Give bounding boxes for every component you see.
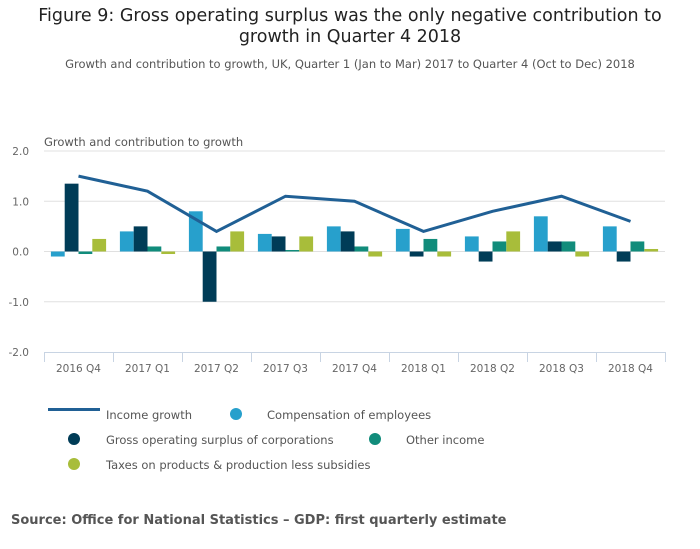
bar-other-income bbox=[492, 241, 507, 252]
y-tick-label: 1.0 bbox=[12, 196, 29, 208]
bar-compensation-of-employees bbox=[602, 226, 617, 252]
chart-plot: Growth and contribution to growth 2.0 1.0… bbox=[9, 135, 666, 375]
bar-other-income bbox=[423, 238, 438, 252]
bar-compensation-of-employees bbox=[533, 216, 548, 252]
legend-item-compensation[interactable] bbox=[230, 408, 242, 420]
bar-other-income bbox=[354, 246, 369, 252]
legend-dot-icon bbox=[230, 408, 242, 420]
bar-taxes-on-products-production-less-subsidies bbox=[368, 251, 383, 257]
bar-taxes-on-products-production-less-subsidies bbox=[92, 238, 107, 252]
legend-dot-icon bbox=[68, 433, 80, 445]
x-tick-label: 2017 Q3 bbox=[263, 363, 308, 375]
bar-compensation-of-employees bbox=[50, 251, 65, 257]
legend-label-income-growth: Income growth bbox=[106, 408, 192, 422]
x-tick-label: 2017 Q4 bbox=[332, 363, 377, 375]
y-tick-label: -2.0 bbox=[9, 347, 30, 359]
bar-other-income bbox=[630, 241, 645, 252]
x-tick-label: 2017 Q1 bbox=[125, 363, 170, 375]
y-tick-label: -1.0 bbox=[9, 297, 30, 309]
source-note: Source: Office for National Statistics –… bbox=[11, 513, 507, 528]
x-tick-label: 2018 Q2 bbox=[470, 363, 515, 375]
legend-label-gross-operating-surplus: Gross operating surplus of corporations bbox=[106, 433, 334, 447]
chart-title: Figure 9: Gross operating surplus was th… bbox=[0, 6, 700, 48]
bar-other-income bbox=[78, 251, 93, 255]
legend: Income growth Compensation of employees … bbox=[0, 402, 700, 482]
legend-dot-icon bbox=[369, 433, 381, 445]
y-tick-label: 2.0 bbox=[12, 146, 29, 158]
legend-label-taxes: Taxes on products & production less subs… bbox=[106, 458, 371, 472]
bar-gross-operating-surplus-of-corporations bbox=[340, 231, 355, 252]
bar-gross-operating-surplus-of-corporations bbox=[409, 251, 424, 257]
bar-taxes-on-products-production-less-subsidies bbox=[644, 248, 659, 252]
y-tick-label: 0.0 bbox=[12, 247, 29, 259]
bar-taxes-on-products-production-less-subsidies bbox=[575, 251, 590, 257]
bar-other-income bbox=[285, 249, 300, 252]
bar-gross-operating-surplus-of-corporations bbox=[271, 236, 286, 252]
bar-taxes-on-products-production-less-subsidies bbox=[506, 231, 521, 252]
chart-title-line-1: Figure 9: Gross operating surplus was th… bbox=[38, 6, 662, 26]
bar-taxes-on-products-production-less-subsidies bbox=[230, 231, 245, 252]
bar-compensation-of-employees bbox=[119, 231, 134, 252]
chart-title-line-2: growth in Quarter 4 2018 bbox=[238, 27, 462, 47]
bar-compensation-of-employees bbox=[257, 233, 272, 252]
bar-other-income bbox=[147, 246, 162, 252]
legend-item-taxes[interactable] bbox=[68, 458, 80, 470]
bar-other-income bbox=[216, 246, 231, 252]
legend-item-other-income[interactable] bbox=[369, 433, 381, 445]
bar-other-income bbox=[561, 241, 576, 252]
bar-gross-operating-surplus-of-corporations bbox=[133, 226, 148, 252]
x-axis: 2016 Q4 2017 Q1 2017 Q2 2017 Q3 2017 Q4 2018 … bbox=[44, 352, 666, 375]
y-axis-title: Growth and contribution to growth bbox=[44, 135, 243, 149]
x-tick-label: 2018 Q4 bbox=[608, 363, 653, 375]
legend-item-gross-operating-surplus[interactable] bbox=[68, 433, 80, 445]
legend-label-compensation: Compensation of employees bbox=[267, 408, 432, 422]
bar-gross-operating-surplus-of-corporations bbox=[547, 241, 562, 252]
legend-line-swatch-icon bbox=[48, 408, 100, 411]
bar-gross-operating-surplus-of-corporations bbox=[64, 183, 79, 252]
bar-compensation-of-employees bbox=[464, 236, 479, 252]
legend-dot-icon bbox=[68, 458, 80, 470]
bar-taxes-on-products-production-less-subsidies bbox=[437, 251, 452, 257]
chart-subtitle: Growth and contribution to growth, UK, Q… bbox=[65, 57, 635, 71]
bar-gross-operating-surplus-of-corporations bbox=[478, 251, 493, 262]
bar-compensation-of-employees bbox=[395, 228, 410, 252]
bar-taxes-on-products-production-less-subsidies bbox=[299, 236, 314, 252]
bar-gross-operating-surplus-of-corporations bbox=[202, 251, 217, 302]
x-tick-label: 2018 Q1 bbox=[401, 363, 446, 375]
bar-taxes-on-products-production-less-subsidies bbox=[161, 251, 176, 255]
income-growth-line-group bbox=[78, 174, 632, 234]
bar-compensation-of-employees bbox=[326, 226, 341, 252]
legend-label-other-income: Other income bbox=[406, 433, 485, 447]
x-tick-label: 2018 Q3 bbox=[539, 363, 584, 375]
x-tick-label: 2017 Q2 bbox=[194, 363, 239, 375]
bar-gross-operating-surplus-of-corporations bbox=[616, 251, 631, 262]
y-axis-ticks: 2.0 1.0 0.0 -1.0 -2.0 bbox=[9, 146, 30, 359]
x-tick-label: 2016 Q4 bbox=[56, 363, 101, 375]
legend-item-income-growth[interactable] bbox=[48, 408, 106, 411]
